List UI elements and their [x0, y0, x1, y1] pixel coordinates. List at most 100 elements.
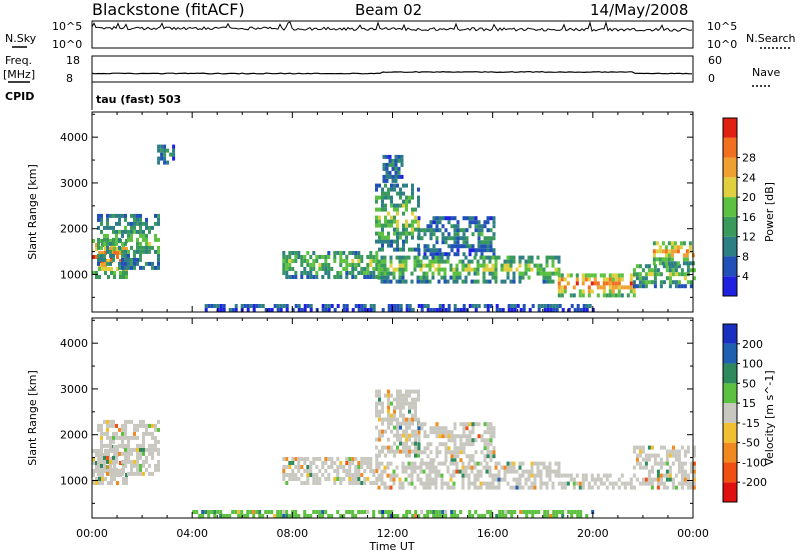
power-cell: [124, 257, 127, 262]
power-cell: [453, 308, 457, 312]
velocity-cell: [410, 473, 414, 478]
power-cell: [471, 248, 475, 253]
velocity-cell: [148, 463, 151, 468]
power-cell: [686, 264, 690, 269]
velocity-cell: [240, 510, 244, 514]
power-cell: [560, 289, 564, 294]
velocity-cell: [489, 458, 493, 463]
power-cell: [303, 267, 307, 271]
power-cell: [404, 263, 408, 268]
velocity-cell: [321, 465, 325, 469]
power-cell: [614, 277, 618, 282]
velocity-cell: [207, 514, 211, 518]
velocity-cell: [413, 485, 417, 490]
velocity-cell: [121, 443, 124, 448]
velocity-cell: [104, 477, 107, 481]
velocity-cell: [461, 473, 465, 478]
power-cell: [408, 247, 411, 252]
power-cell: [432, 248, 436, 253]
velocity-cell: [566, 473, 570, 478]
velocity-cell: [555, 510, 559, 514]
power-cell: [474, 252, 478, 257]
velocity-cell: [291, 469, 295, 473]
velocity-cell: [282, 465, 286, 469]
velocity-cell: [121, 439, 124, 444]
velocity-cell: [380, 477, 384, 482]
velocity-cell: [683, 469, 687, 474]
power-cell: [381, 308, 385, 312]
power-cell: [518, 259, 522, 264]
power-cell: [587, 289, 591, 294]
power-cell: [620, 277, 624, 282]
velocity-cell: [461, 461, 465, 466]
velocity-cell: [151, 455, 154, 460]
velocity-cell: [507, 510, 511, 514]
velocity-cell: [686, 445, 690, 450]
velocity-cell: [659, 465, 663, 470]
velocity-cell: [387, 437, 390, 442]
power-cell: [172, 152, 176, 157]
power-cell: [641, 276, 645, 281]
velocity-cell: [375, 477, 379, 481]
power-cell: [605, 293, 609, 298]
velocity-cell: [408, 449, 411, 454]
power-cell: [127, 221, 130, 226]
power-cell: [608, 289, 612, 294]
power-cell: [399, 195, 402, 200]
power-cell: [160, 152, 164, 157]
velocity-cell: [351, 473, 355, 477]
velocity-cell: [369, 465, 373, 469]
velocity-cell: [377, 461, 381, 466]
power-cell: [408, 308, 412, 312]
power-cell: [447, 252, 451, 257]
power-cell: [393, 227, 396, 232]
power-cell: [133, 217, 136, 222]
velocity-cell: [683, 453, 687, 458]
power-cell: [533, 263, 537, 268]
velocity-cell: [488, 485, 492, 490]
power-cell: [485, 263, 489, 268]
velocity-cell: [133, 459, 136, 464]
velocity-cell: [428, 477, 432, 482]
power-cell: [106, 225, 109, 230]
power-cell: [416, 279, 420, 284]
power-cell: [560, 273, 564, 278]
power-cell: [375, 195, 378, 200]
velocity-cell: [309, 461, 313, 465]
power-cell: [450, 224, 454, 229]
velocity-cell: [539, 461, 543, 466]
power-cell: [354, 251, 358, 255]
power-cell: [435, 240, 439, 245]
power-cell: [602, 277, 606, 282]
power-cell: [474, 304, 478, 308]
velocity-cell: [486, 454, 490, 459]
power-cell: [154, 249, 157, 254]
power-cell: [489, 236, 493, 241]
velocity-cell: [662, 473, 666, 478]
velocity-cell: [408, 433, 411, 438]
power-cell: [674, 268, 678, 273]
velocity-cell: [456, 446, 460, 451]
velocity-cell: [456, 514, 460, 518]
power-cell: [462, 244, 466, 249]
velocity-cell: [423, 450, 427, 455]
power-cell: [154, 213, 157, 218]
power-cell: [324, 267, 328, 271]
velocity-cell: [127, 443, 130, 448]
power-cell: [387, 191, 390, 196]
velocity-cell: [572, 485, 576, 490]
power-cell: [509, 255, 513, 260]
velocity-cell: [692, 449, 696, 454]
velocity-cell: [563, 481, 567, 486]
power-ytick-label: 2000: [60, 223, 88, 236]
power-cell: [139, 241, 142, 246]
velocity-cell: [390, 417, 393, 422]
power-cell: [549, 304, 553, 308]
power-cell: [683, 284, 687, 289]
power-cell: [394, 158, 398, 163]
velocity-cell: [136, 463, 139, 468]
power-cell: [459, 244, 463, 249]
power-cell: [385, 178, 389, 183]
power-cell: [318, 255, 322, 259]
power-cell: [599, 285, 603, 290]
